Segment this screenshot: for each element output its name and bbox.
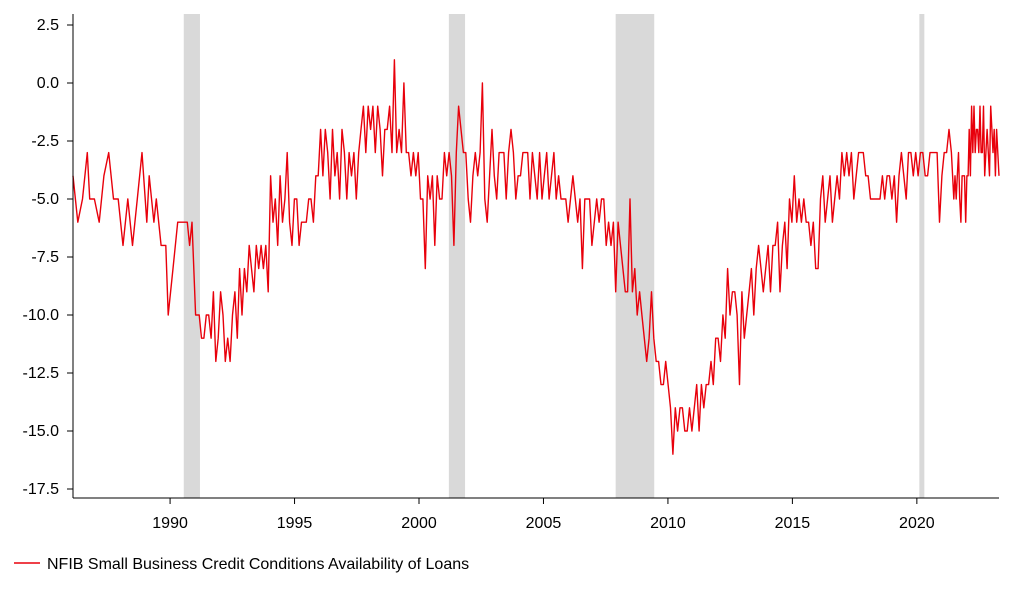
legend: NFIB Small Business Credit Conditions Av… bbox=[14, 556, 469, 573]
recession-band-0 bbox=[183, 14, 200, 498]
x-tick-label: 1990 bbox=[152, 515, 188, 532]
x-axis-ticks: 1990 1995 2000 2005 2010 2015 2020 bbox=[152, 498, 935, 532]
x-tick-label: 1995 bbox=[277, 515, 313, 532]
y-tick-label: -2.5 bbox=[31, 133, 59, 150]
y-tick-label: -15.0 bbox=[23, 423, 60, 440]
y-tick-label: -5.0 bbox=[31, 191, 59, 208]
series-lines bbox=[72, 59, 1000, 455]
y-tick-label: 2.5 bbox=[37, 17, 59, 34]
y-tick-label: -12.5 bbox=[23, 365, 60, 382]
x-tick-label: 2010 bbox=[650, 515, 686, 532]
x-tick-label: 2000 bbox=[401, 515, 437, 532]
axes bbox=[72, 14, 999, 499]
series-line-0 bbox=[72, 59, 1000, 455]
y-tick-label: -17.5 bbox=[23, 481, 60, 498]
x-tick-label: 2005 bbox=[526, 515, 562, 532]
x-tick-label: 2020 bbox=[899, 515, 935, 532]
y-tick-label: -7.5 bbox=[31, 249, 59, 266]
y-axis-ticks: 2.5 0.0 -2.5 -5.0 -7.5 -10.0 -12.5 -15.0 -17.5 bbox=[23, 17, 73, 498]
y-tick-label: -10.0 bbox=[23, 307, 60, 324]
legend-label: NFIB Small Business Credit Conditions Av… bbox=[47, 556, 469, 573]
recession-bands bbox=[183, 14, 925, 498]
recession-band-1 bbox=[448, 14, 466, 498]
recession-band-3 bbox=[919, 14, 925, 498]
y-tick-label: 0.0 bbox=[37, 75, 59, 92]
x-tick-label: 2015 bbox=[775, 515, 811, 532]
